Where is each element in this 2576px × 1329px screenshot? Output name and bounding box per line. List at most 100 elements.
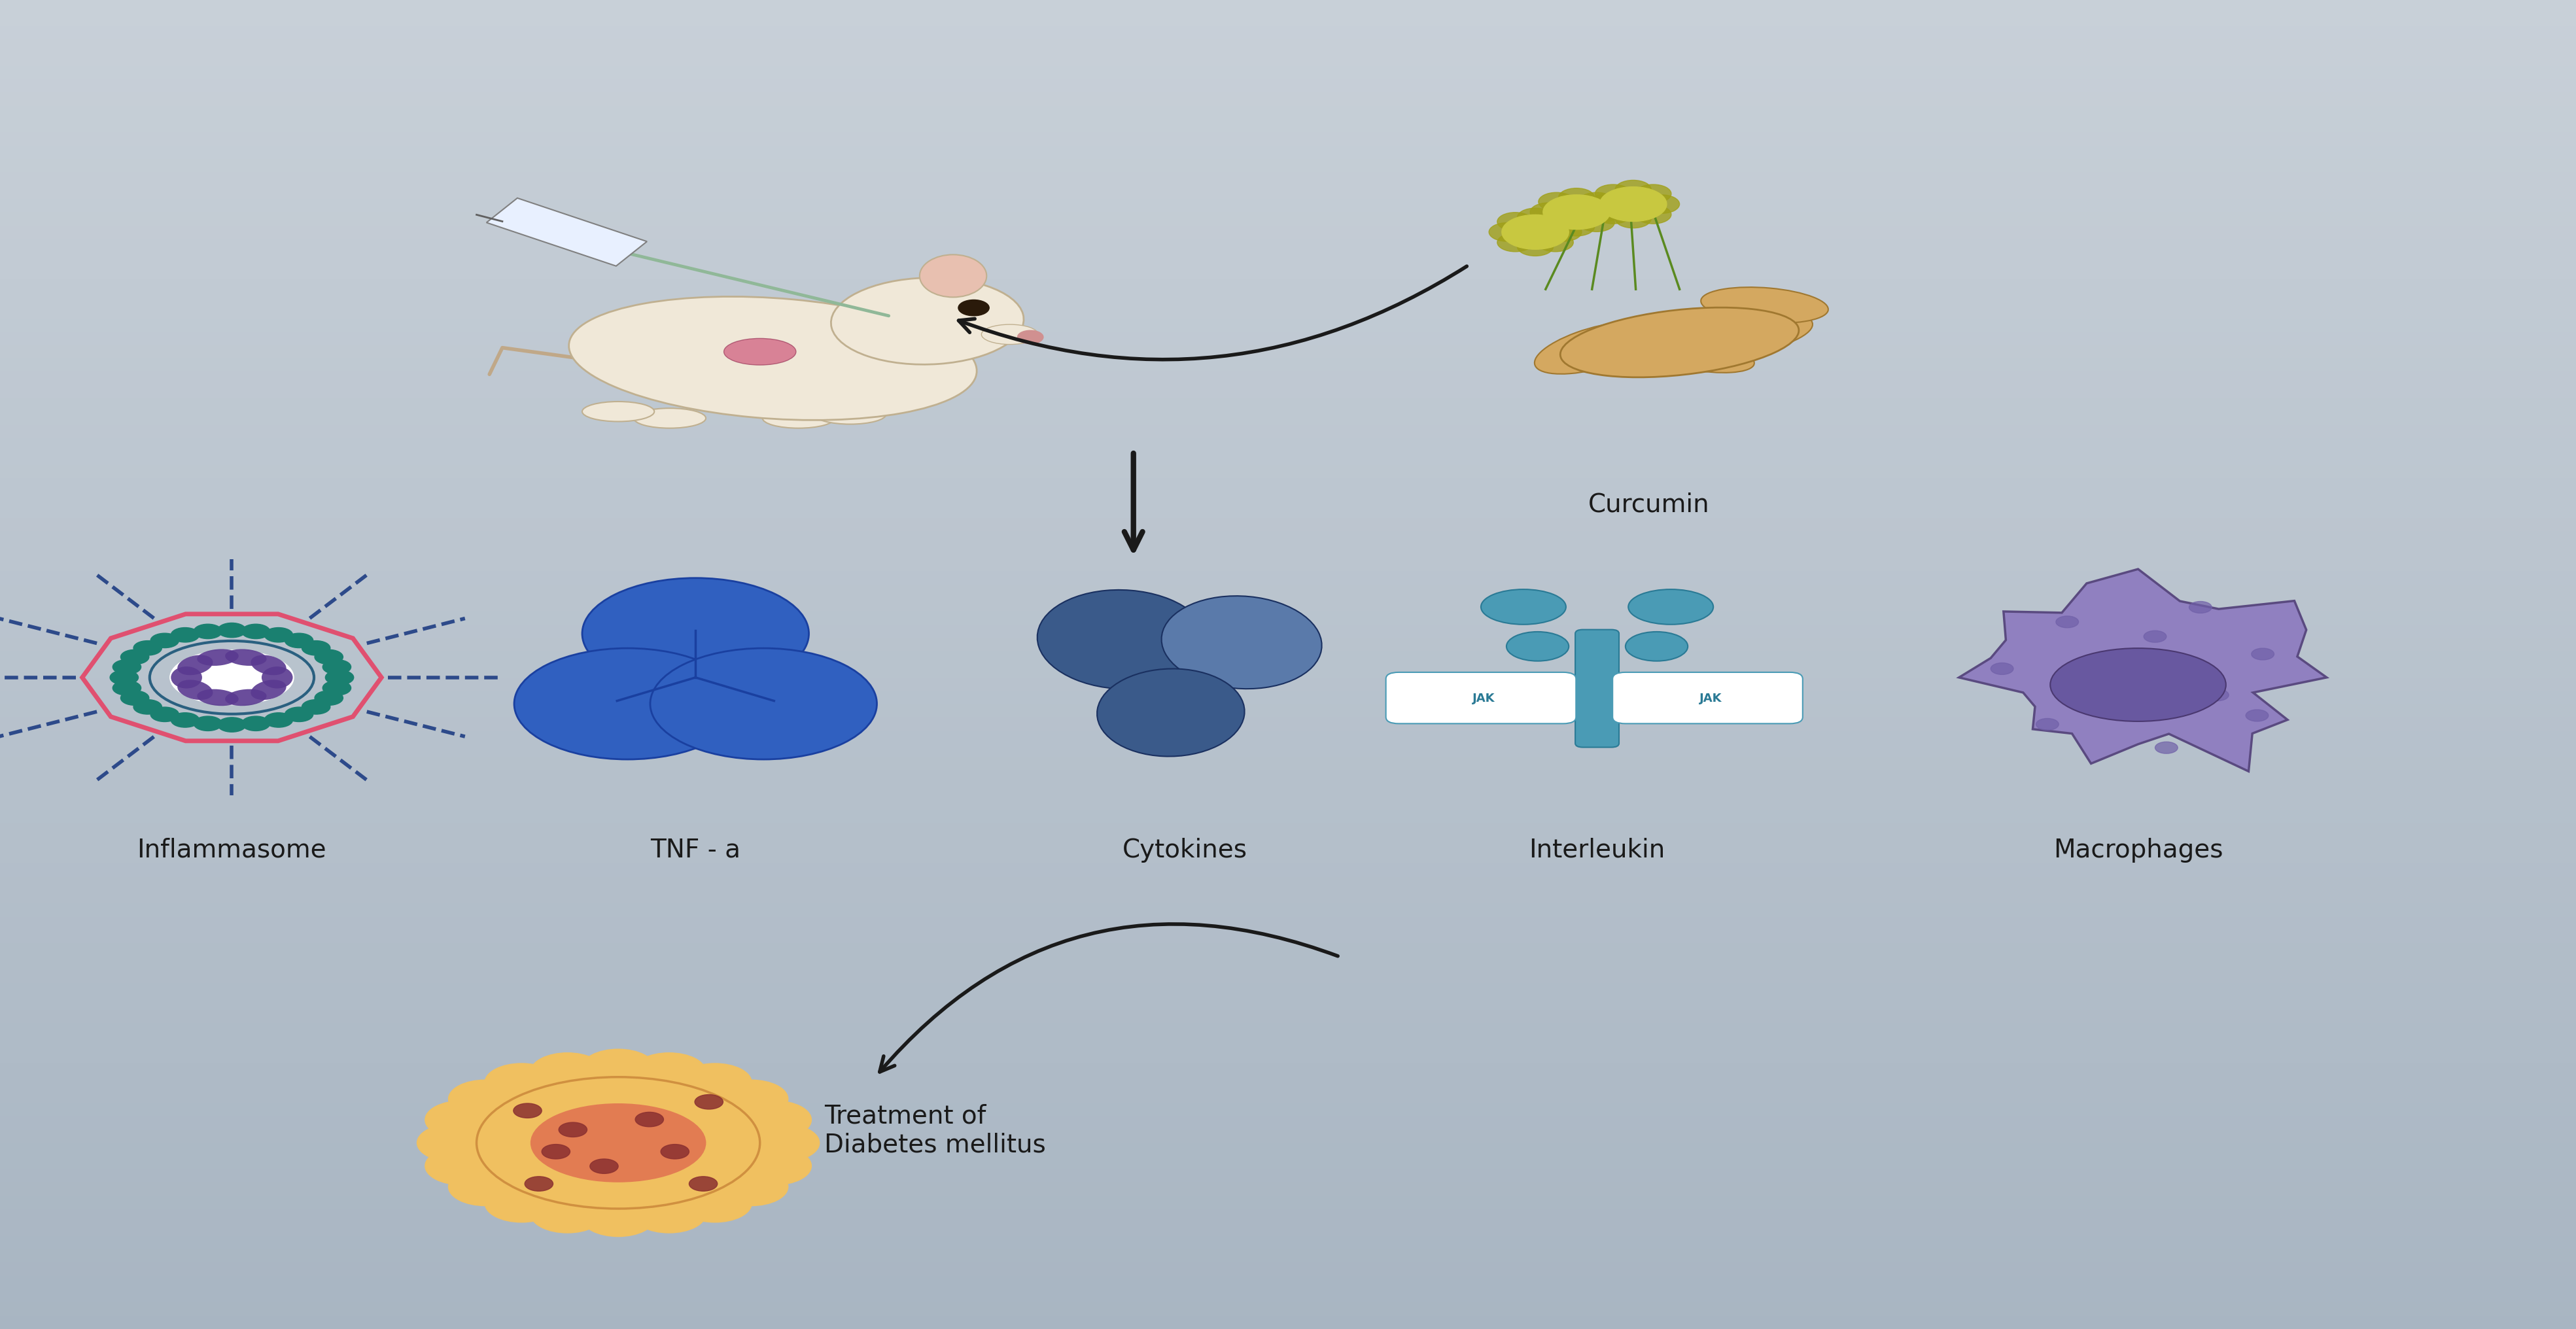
Bar [0, 1143, 2576, 1156]
Bar [0, 399, 2576, 412]
Ellipse shape [170, 667, 201, 688]
Circle shape [1558, 189, 1595, 207]
Circle shape [526, 1176, 554, 1191]
Bar [0, 532, 2576, 545]
Bar [0, 226, 2576, 239]
Ellipse shape [1628, 590, 1713, 625]
Bar [0, 797, 2576, 811]
Bar [0, 1302, 2576, 1316]
Ellipse shape [250, 655, 286, 675]
Ellipse shape [178, 680, 214, 700]
Circle shape [484, 1184, 559, 1223]
Circle shape [677, 1184, 752, 1223]
Circle shape [286, 634, 314, 649]
Bar [0, 80, 2576, 93]
Bar [0, 1316, 2576, 1329]
Bar [0, 159, 2576, 173]
Circle shape [1502, 215, 1569, 250]
Circle shape [1489, 223, 1525, 242]
Ellipse shape [1481, 590, 1566, 625]
Bar [0, 691, 2576, 704]
Circle shape [484, 1063, 559, 1102]
Circle shape [2035, 719, 2058, 731]
Circle shape [113, 680, 142, 695]
Bar [0, 744, 2576, 758]
Bar [0, 771, 2576, 784]
Circle shape [1615, 210, 1651, 229]
Circle shape [301, 641, 330, 655]
Bar [0, 997, 2576, 1010]
Bar [0, 1249, 2576, 1263]
Circle shape [448, 1080, 523, 1118]
Bar [0, 478, 2576, 492]
Ellipse shape [170, 650, 294, 706]
Circle shape [1579, 193, 1615, 211]
Bar [0, 718, 2576, 731]
Bar [0, 266, 2576, 279]
Circle shape [714, 1168, 788, 1205]
Bar [0, 173, 2576, 186]
Bar [0, 585, 2576, 598]
Ellipse shape [1162, 597, 1321, 690]
FancyArrowPatch shape [1123, 453, 1144, 550]
Bar [0, 452, 2576, 465]
Circle shape [242, 625, 270, 639]
Circle shape [1579, 214, 1615, 233]
Bar [0, 890, 2576, 904]
Polygon shape [487, 198, 647, 267]
Ellipse shape [724, 339, 796, 365]
Bar [0, 1170, 2576, 1183]
Circle shape [1517, 238, 1553, 256]
Circle shape [582, 1050, 654, 1087]
Ellipse shape [515, 649, 742, 760]
Bar [0, 372, 2576, 385]
Bar [0, 1063, 2576, 1076]
Circle shape [690, 1176, 719, 1191]
Ellipse shape [2050, 649, 2226, 722]
Circle shape [134, 641, 162, 655]
Circle shape [1587, 203, 1623, 222]
Bar [0, 877, 2576, 890]
Circle shape [1558, 218, 1595, 237]
Bar [0, 1037, 2576, 1050]
Circle shape [2205, 690, 2228, 702]
Circle shape [2156, 742, 2177, 754]
Bar [0, 811, 2576, 824]
Bar [0, 199, 2576, 213]
Ellipse shape [582, 578, 809, 690]
Ellipse shape [1097, 668, 1244, 756]
Circle shape [425, 1100, 500, 1139]
Bar [0, 638, 2576, 651]
Circle shape [314, 650, 343, 664]
FancyArrowPatch shape [958, 267, 1466, 360]
Circle shape [170, 714, 198, 728]
Bar [0, 930, 2576, 944]
Circle shape [265, 627, 294, 642]
Circle shape [2143, 631, 2166, 643]
Bar [0, 957, 2576, 970]
Ellipse shape [814, 404, 886, 425]
Bar [0, 1050, 2576, 1063]
Ellipse shape [920, 255, 987, 298]
Bar [0, 13, 2576, 27]
Circle shape [2190, 602, 2213, 614]
Circle shape [1636, 185, 1672, 203]
Bar [0, 704, 2576, 718]
Circle shape [2246, 710, 2269, 722]
Bar [0, 186, 2576, 199]
Bar [0, 1116, 2576, 1130]
Circle shape [737, 1100, 811, 1139]
Circle shape [216, 623, 245, 638]
FancyArrowPatch shape [878, 924, 1337, 1073]
Bar [0, 731, 2576, 744]
Ellipse shape [178, 655, 214, 675]
Circle shape [216, 718, 245, 732]
Ellipse shape [1646, 339, 1754, 373]
Circle shape [1517, 209, 1553, 227]
Circle shape [1530, 203, 1566, 222]
Circle shape [1543, 195, 1610, 230]
Circle shape [1595, 206, 1631, 225]
Bar [0, 425, 2576, 439]
Circle shape [121, 691, 149, 706]
Ellipse shape [1700, 287, 1829, 324]
